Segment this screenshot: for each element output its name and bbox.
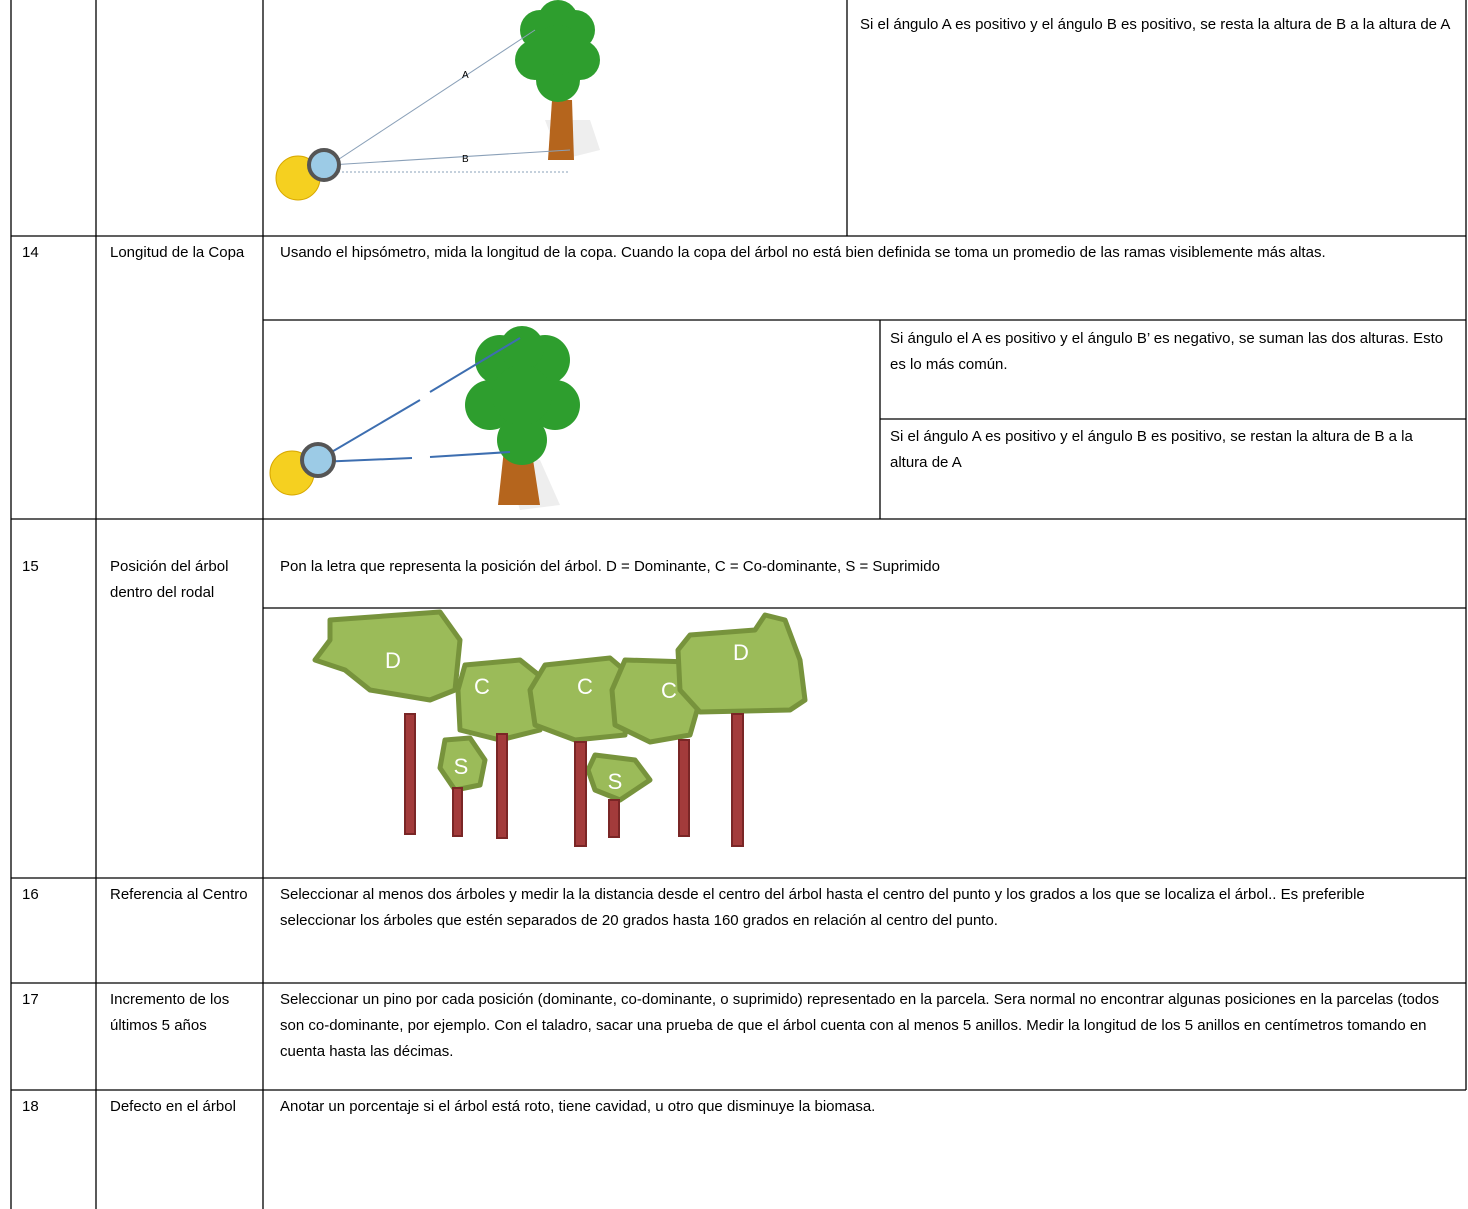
row-name: Longitud de la Copa bbox=[110, 244, 245, 261]
figure-label: C bbox=[474, 674, 490, 699]
row-text: Usando el hipsómetro, mida la longitud d… bbox=[280, 244, 1326, 261]
figure-label: C bbox=[577, 674, 593, 699]
row-number: 18 bbox=[22, 1098, 39, 1115]
note: Si ángulo el A es positivo y el ángulo B… bbox=[890, 330, 1444, 373]
row-number: 17 bbox=[22, 991, 39, 1008]
figure-label: C bbox=[661, 678, 677, 703]
row-number: 14 bbox=[22, 244, 39, 261]
row-number: 15 bbox=[22, 558, 39, 575]
row-name: Defecto en el árbol bbox=[110, 1098, 236, 1115]
row-name: Referencia al Centro bbox=[110, 886, 248, 903]
row-text: Pon la letra que representa la posición … bbox=[280, 558, 940, 575]
row-name: Posición del árbol dentro del rodal bbox=[110, 558, 229, 601]
figure-label: B bbox=[462, 154, 469, 165]
row-text: Seleccionar un pino por cada posición (d… bbox=[280, 991, 1440, 1060]
figure-label: D bbox=[733, 640, 749, 665]
figure-label: S bbox=[454, 754, 469, 779]
note: Si el ángulo A es positivo y el ángulo B… bbox=[860, 16, 1451, 33]
table-borders bbox=[10, 0, 1467, 1209]
row-text: Seleccionar al menos dos árboles y medir… bbox=[280, 886, 1365, 929]
row-text: Anotar un porcentaje si el árbol está ro… bbox=[280, 1098, 876, 1115]
hypsometer-figure-1: A B bbox=[275, 0, 600, 201]
hypsometer-figure-2 bbox=[269, 326, 580, 510]
row-name: Incremento de los últimos 5 años bbox=[110, 991, 230, 1034]
figure-label: D bbox=[385, 648, 401, 673]
figure-label: A bbox=[462, 70, 469, 81]
row-number: 16 bbox=[22, 886, 39, 903]
note: Si el ángulo A es positivo y el ángulo B… bbox=[890, 428, 1413, 471]
figure-label: S bbox=[608, 769, 623, 794]
stand-position-figure: D C C C D S S bbox=[312, 609, 808, 847]
